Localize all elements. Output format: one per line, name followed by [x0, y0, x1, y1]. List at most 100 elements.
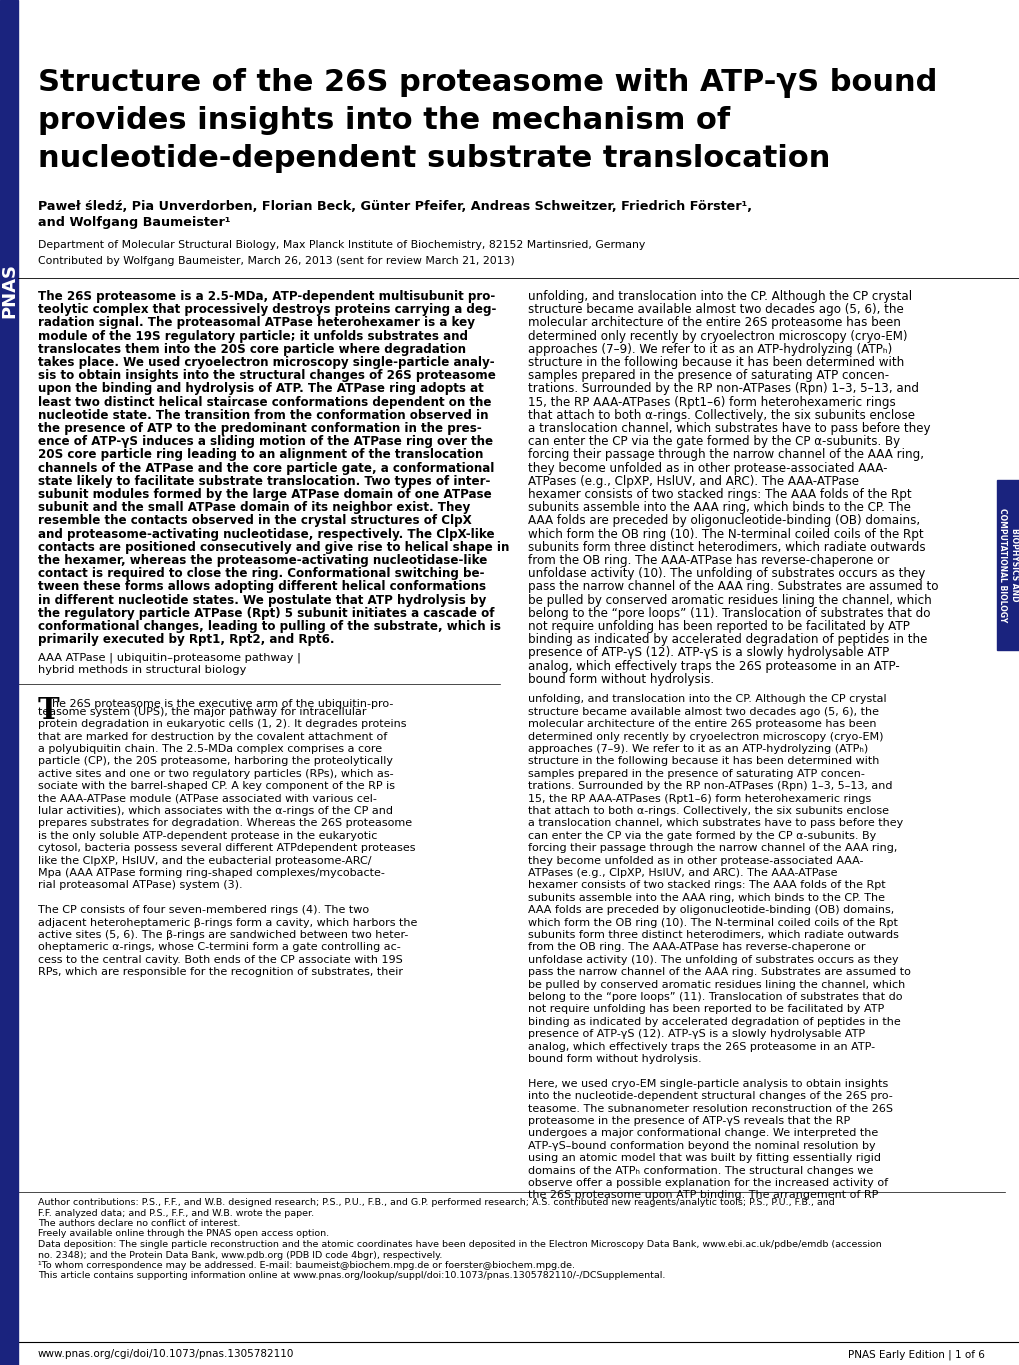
- Text: ence of ATP-γS induces a sliding motion of the ATPase ring over the: ence of ATP-γS induces a sliding motion …: [38, 435, 492, 448]
- Text: The 26S proteasome is a 2.5-MDa, ATP-dependent multisubunit pro-: The 26S proteasome is a 2.5-MDa, ATP-dep…: [38, 289, 495, 303]
- Text: molecular architecture of the entire 26S proteasome has been: molecular architecture of the entire 26S…: [528, 317, 900, 329]
- Text: and proteasome-activating nucleotidase, respectively. The ClpX-like: and proteasome-activating nucleotidase, …: [38, 528, 494, 541]
- Text: RPs, which are responsible for the recognition of substrates, their: RPs, which are responsible for the recog…: [38, 968, 403, 977]
- Text: ¹To whom correspondence may be addressed. E-mail: baumeist@biochem.mpg.de or foe: ¹To whom correspondence may be addressed…: [38, 1261, 575, 1269]
- Text: determined only recently by cryoelectron microscopy (cryo-EM): determined only recently by cryoelectron…: [528, 329, 907, 343]
- Text: belong to the “pore loops” (11). Translocation of substrates that do: belong to the “pore loops” (11). Translo…: [528, 992, 902, 1002]
- Text: unfolding, and translocation into the CP. Although the CP crystal: unfolding, and translocation into the CP…: [528, 695, 886, 704]
- Text: he 26S proteasome is the executive arm of the ubiquitin-pro-: he 26S proteasome is the executive arm o…: [52, 699, 393, 710]
- Bar: [0, 0, 18, 1365]
- Text: from the OB ring. The AAA-ATPase has reverse-chaperone or: from the OB ring. The AAA-ATPase has rev…: [528, 554, 889, 566]
- Text: samples prepared in the presence of saturating ATP concen-: samples prepared in the presence of satu…: [528, 768, 864, 779]
- Text: state likely to facilitate substrate translocation. Two types of inter-: state likely to facilitate substrate tra…: [38, 475, 490, 487]
- Text: analog, which effectively traps the 26S proteasome in an ATP-: analog, which effectively traps the 26S …: [528, 659, 899, 673]
- Text: forcing their passage through the narrow channel of the AAA ring,: forcing their passage through the narrow…: [528, 844, 897, 853]
- Text: T: T: [38, 696, 59, 725]
- Text: least two distinct helical staircase conformations dependent on the: least two distinct helical staircase con…: [38, 396, 491, 408]
- Text: subunit modules formed by the large ATPase domain of one ATPase: subunit modules formed by the large ATPa…: [38, 489, 491, 501]
- Text: subunits assemble into the AAA ring, which binds to the CP. The: subunits assemble into the AAA ring, whi…: [528, 893, 884, 902]
- Text: The authors declare no conflict of interest.: The authors declare no conflict of inter…: [38, 1219, 240, 1228]
- Text: active sites (5, 6). The β-rings are sandwiched between two heter-: active sites (5, 6). The β-rings are san…: [38, 930, 408, 940]
- Bar: [996, 480, 1019, 650]
- Text: AAA folds are preceded by oligonucleotide-binding (OB) domains,: AAA folds are preceded by oligonucleotid…: [528, 905, 894, 915]
- Text: bound form without hydrolysis.: bound form without hydrolysis.: [528, 1054, 701, 1063]
- Text: determined only recently by cryoelectron microscopy (cryo-EM): determined only recently by cryoelectron…: [528, 732, 882, 741]
- Text: Contributed by Wolfgang Baumeister, March 26, 2013 (sent for review March 21, 20: Contributed by Wolfgang Baumeister, Marc…: [38, 257, 515, 266]
- Text: takes place. We used cryoelectron microscopy single-particle analy-: takes place. We used cryoelectron micros…: [38, 356, 494, 369]
- Text: be pulled by conserved aromatic residues lining the channel, which: be pulled by conserved aromatic residues…: [528, 594, 930, 606]
- Text: is the only soluble ATP-dependent protease in the eukaryotic: is the only soluble ATP-dependent protea…: [38, 831, 377, 841]
- Text: which form the OB ring (10). The N-terminal coiled coils of the Rpt: which form the OB ring (10). The N-termi…: [528, 528, 923, 541]
- Text: and Wolfgang Baumeister¹: and Wolfgang Baumeister¹: [38, 216, 230, 229]
- Text: module of the 19S regulatory particle; it unfolds substrates and: module of the 19S regulatory particle; i…: [38, 329, 468, 343]
- Text: using an atomic model that was built by fitting essentially rigid: using an atomic model that was built by …: [528, 1153, 880, 1163]
- Text: not require unfolding has been reported to be facilitated by ATP: not require unfolding has been reported …: [528, 1005, 883, 1014]
- Text: the hexamer, whereas the proteasome-activating nucleotidase-like: the hexamer, whereas the proteasome-acti…: [38, 554, 487, 566]
- Text: molecular architecture of the entire 26S proteasome has been: molecular architecture of the entire 26S…: [528, 719, 875, 729]
- Text: trations. Surrounded by the RP non-ATPases (Rpn) 1–3, 5–13, and: trations. Surrounded by the RP non-ATPas…: [528, 382, 918, 396]
- Text: like the ClpXP, HslUV, and the eubacterial proteasome-ARC/: like the ClpXP, HslUV, and the eubacteri…: [38, 856, 371, 865]
- Text: a translocation channel, which substrates have to pass before they: a translocation channel, which substrate…: [528, 422, 929, 435]
- Text: PNAS Early Edition | 1 of 6: PNAS Early Edition | 1 of 6: [847, 1349, 984, 1360]
- Text: The CP consists of four seven-membered rings (4). The two: The CP consists of four seven-membered r…: [38, 905, 369, 915]
- Text: the 26S proteasome upon ATP binding. The arrangement of RP: the 26S proteasome upon ATP binding. The…: [528, 1190, 877, 1200]
- Text: into the nucleotide-dependent structural changes of the 26S pro-: into the nucleotide-dependent structural…: [528, 1091, 892, 1102]
- Text: particle (CP), the 20S proteasome, harboring the proteolytically: particle (CP), the 20S proteasome, harbo…: [38, 756, 392, 766]
- Text: observe offer a possible explanation for the increased activity of: observe offer a possible explanation for…: [528, 1178, 888, 1188]
- Text: they become unfolded as in other protease-associated AAA-: they become unfolded as in other proteas…: [528, 856, 863, 865]
- Text: ATPases (e.g., ClpXP, HslUV, and ARC). The AAA-ATPase: ATPases (e.g., ClpXP, HslUV, and ARC). T…: [528, 868, 837, 878]
- Text: unfolding, and translocation into the CP. Although the CP crystal: unfolding, and translocation into the CP…: [528, 289, 911, 303]
- Text: AAA folds are preceded by oligonucleotide-binding (OB) domains,: AAA folds are preceded by oligonucleotid…: [528, 515, 919, 527]
- Text: active sites and one or two regulatory particles (RPs), which as-: active sites and one or two regulatory p…: [38, 768, 393, 779]
- Text: nucleotide state. The transition from the conformation observed in: nucleotide state. The transition from th…: [38, 408, 488, 422]
- Text: sis to obtain insights into the structural changes of 26S proteasome: sis to obtain insights into the structur…: [38, 369, 495, 382]
- Text: bound form without hydrolysis.: bound form without hydrolysis.: [528, 673, 713, 685]
- Text: contact is required to close the ring. Conformational switching be-: contact is required to close the ring. C…: [38, 568, 484, 580]
- Text: domains of the ATPₕ conformation. The structural changes we: domains of the ATPₕ conformation. The st…: [528, 1166, 872, 1175]
- Text: nucleotide-dependent substrate translocation: nucleotide-dependent substrate transloca…: [38, 143, 829, 173]
- Text: prepares substrates for degradation. Whereas the 26S proteasome: prepares substrates for degradation. Whe…: [38, 819, 412, 829]
- Text: resemble the contacts observed in the crystal structures of ClpX: resemble the contacts observed in the cr…: [38, 515, 472, 527]
- Text: subunits form three distinct heterodimers, which radiate outwards: subunits form three distinct heterodimer…: [528, 541, 924, 554]
- Text: subunits form three distinct heterodimers, which radiate outwards: subunits form three distinct heterodimer…: [528, 930, 898, 940]
- Text: provides insights into the mechanism of: provides insights into the mechanism of: [38, 106, 730, 135]
- Text: Author contributions: P.S., F.F., and W.B. designed research; P.S., P.U., F.B., : Author contributions: P.S., F.F., and W.…: [38, 1198, 834, 1207]
- Text: in different nucleotide states. We postulate that ATP hydrolysis by: in different nucleotide states. We postu…: [38, 594, 486, 606]
- Text: which form the OB ring (10). The N-terminal coiled coils of the Rpt: which form the OB ring (10). The N-termi…: [528, 917, 897, 928]
- Text: a translocation channel, which substrates have to pass before they: a translocation channel, which substrate…: [528, 819, 903, 829]
- Text: radation signal. The proteasomal ATPase heterohexamer is a key: radation signal. The proteasomal ATPase …: [38, 317, 475, 329]
- Text: presence of ATP-γS (12). ATP-γS is a slowly hydrolysable ATP: presence of ATP-γS (12). ATP-γS is a slo…: [528, 1029, 864, 1039]
- Text: a polyubiquitin chain. The 2.5-MDa complex comprises a core: a polyubiquitin chain. The 2.5-MDa compl…: [38, 744, 382, 753]
- Text: binding as indicated by accelerated degradation of peptides in the: binding as indicated by accelerated degr…: [528, 1017, 900, 1026]
- Text: Mpa (AAA ATPase forming ring-shaped complexes/mycobacte-: Mpa (AAA ATPase forming ring-shaped comp…: [38, 868, 384, 878]
- Text: BIOPHYSICS AND
COMPUTATIONAL BIOLOGY: BIOPHYSICS AND COMPUTATIONAL BIOLOGY: [998, 508, 1018, 622]
- Text: Here, we used cryo-EM single-particle analysis to obtain insights: Here, we used cryo-EM single-particle an…: [528, 1078, 888, 1089]
- Text: pass the narrow channel of the AAA ring. Substrates are assumed to: pass the narrow channel of the AAA ring.…: [528, 580, 937, 594]
- Text: they become unfolded as in other protease-associated AAA-: they become unfolded as in other proteas…: [528, 461, 887, 475]
- Text: upon the binding and hydrolysis of ATP. The ATPase ring adopts at: upon the binding and hydrolysis of ATP. …: [38, 382, 483, 396]
- Text: cytosol, bacteria possess several different ATPdependent proteases: cytosol, bacteria possess several differ…: [38, 844, 415, 853]
- Text: conformational changes, leading to pulling of the substrate, which is: conformational changes, leading to pulli…: [38, 620, 500, 633]
- Text: channels of the ATPase and the core particle gate, a conformational: channels of the ATPase and the core part…: [38, 461, 494, 475]
- Text: translocates them into the 20S core particle where degradation: translocates them into the 20S core part…: [38, 343, 466, 356]
- Text: 15, the RP AAA-ATPases (Rpt1–6) form heterohexameric rings: 15, the RP AAA-ATPases (Rpt1–6) form het…: [528, 793, 870, 804]
- Text: sociate with the barrel-shaped CP. A key component of the RP is: sociate with the barrel-shaped CP. A key…: [38, 781, 394, 792]
- Text: PNAS: PNAS: [0, 262, 18, 318]
- Text: Data deposition: The single particle reconstruction and the atomic coordinates h: Data deposition: The single particle rec…: [38, 1239, 880, 1249]
- Text: approaches (7–9). We refer to it as an ATP-hydrolyzing (ATPₕ): approaches (7–9). We refer to it as an A…: [528, 343, 892, 356]
- Text: presence of ATP-γS (12). ATP-γS is a slowly hydrolysable ATP: presence of ATP-γS (12). ATP-γS is a slo…: [528, 647, 889, 659]
- Text: from the OB ring. The AAA-ATPase has reverse-chaperone or: from the OB ring. The AAA-ATPase has rev…: [528, 942, 865, 953]
- Text: analog, which effectively traps the 26S proteasome in an ATP-: analog, which effectively traps the 26S …: [528, 1041, 874, 1051]
- Text: samples prepared in the presence of saturating ATP concen-: samples prepared in the presence of satu…: [528, 369, 889, 382]
- Text: the presence of ATP to the predominant conformation in the pres-: the presence of ATP to the predominant c…: [38, 422, 481, 435]
- Text: structure in the following because it has been determined with: structure in the following because it ha…: [528, 756, 878, 766]
- Text: subunits assemble into the AAA ring, which binds to the CP. The: subunits assemble into the AAA ring, whi…: [528, 501, 910, 515]
- Text: primarily executed by Rpt1, Rpt2, and Rpt6.: primarily executed by Rpt1, Rpt2, and Rp…: [38, 633, 334, 646]
- Text: ATP-γS–bound conformation beyond the nominal resolution by: ATP-γS–bound conformation beyond the nom…: [528, 1141, 874, 1151]
- Text: contacts are positioned consecutively and give rise to helical shape in: contacts are positioned consecutively an…: [38, 541, 508, 554]
- Text: Department of Molecular Structural Biology, Max Planck Institute of Biochemistry: Department of Molecular Structural Biolo…: [38, 240, 645, 250]
- Text: tween these forms allows adopting different helical conformations: tween these forms allows adopting differ…: [38, 580, 486, 594]
- Text: approaches (7–9). We refer to it as an ATP-hydrolyzing (ATPₕ): approaches (7–9). We refer to it as an A…: [528, 744, 867, 753]
- Text: not require unfolding has been reported to be facilitated by ATP: not require unfolding has been reported …: [528, 620, 909, 633]
- Text: adjacent heteroheptameric β-rings form a cavity, which harbors the: adjacent heteroheptameric β-rings form a…: [38, 917, 417, 928]
